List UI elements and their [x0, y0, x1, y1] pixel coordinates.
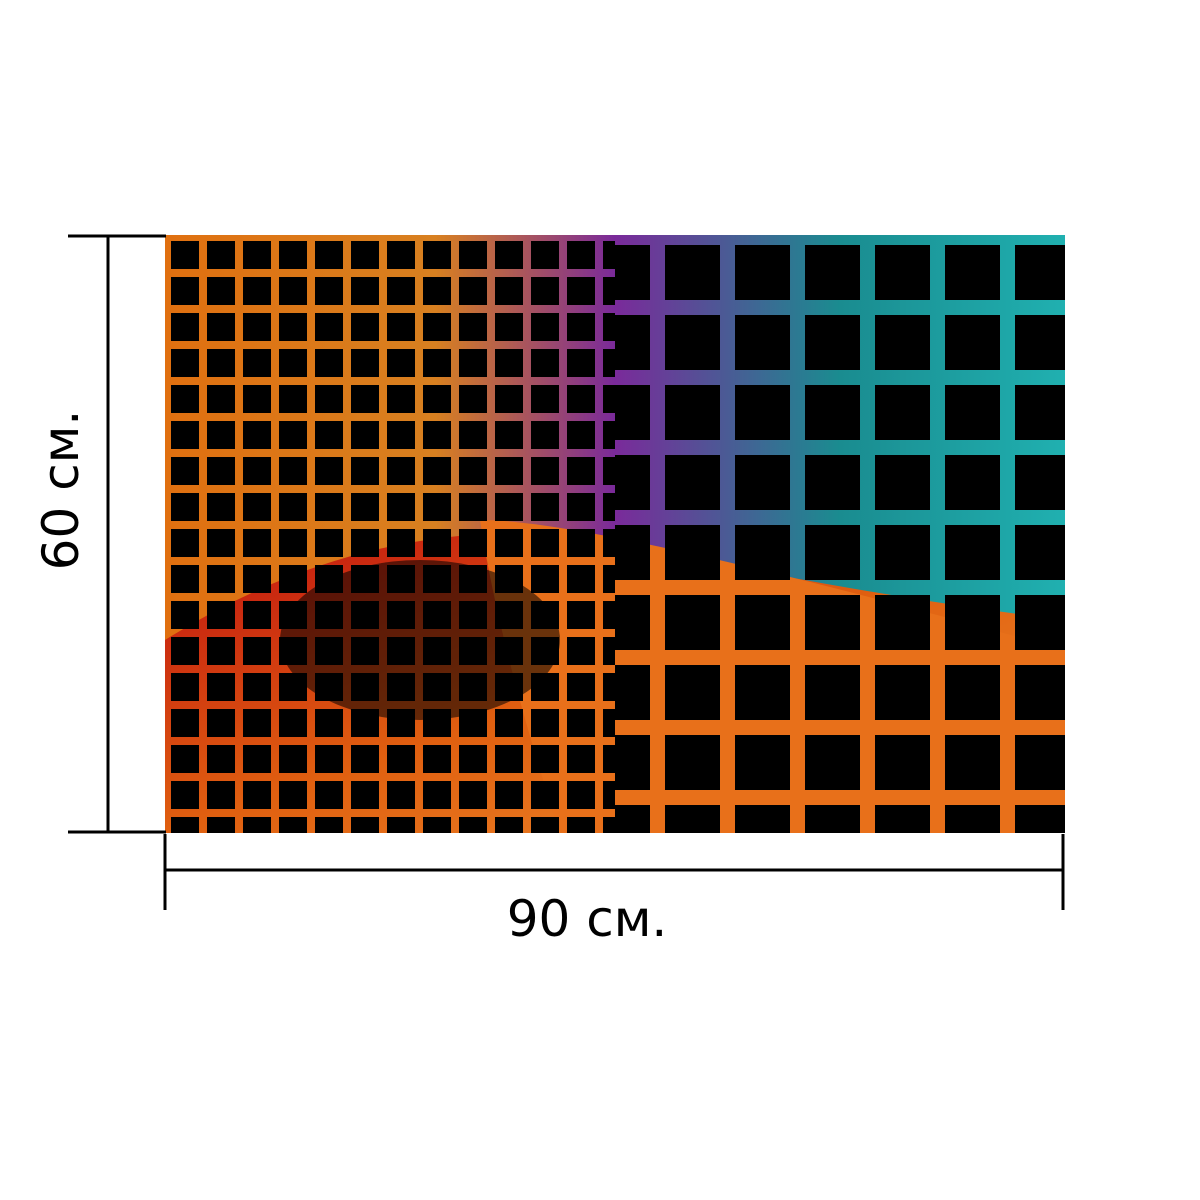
artwork	[165, 235, 1065, 833]
dimension-lines	[68, 234, 1065, 910]
width-label: 90 см.	[507, 890, 668, 948]
height-label: 60 см.	[32, 410, 90, 571]
